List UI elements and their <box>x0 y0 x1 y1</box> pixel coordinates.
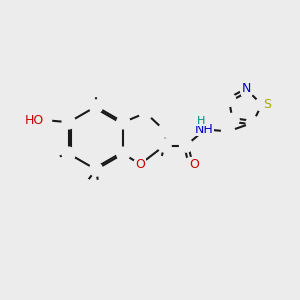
Text: NH: NH <box>195 123 214 136</box>
Circle shape <box>255 98 268 111</box>
Circle shape <box>179 139 193 152</box>
Circle shape <box>134 158 147 171</box>
Text: H: H <box>197 116 205 126</box>
Circle shape <box>226 113 239 127</box>
Text: N: N <box>242 82 251 95</box>
Circle shape <box>246 116 260 129</box>
Circle shape <box>92 180 106 194</box>
Circle shape <box>62 116 75 129</box>
Text: O: O <box>135 158 145 171</box>
Circle shape <box>117 147 130 160</box>
Circle shape <box>158 139 171 152</box>
Circle shape <box>241 84 254 97</box>
Circle shape <box>62 147 75 160</box>
Text: S: S <box>263 98 271 111</box>
Circle shape <box>184 158 197 171</box>
Circle shape <box>139 106 152 119</box>
Circle shape <box>89 83 103 97</box>
Circle shape <box>46 152 60 166</box>
Circle shape <box>117 116 130 129</box>
Circle shape <box>222 93 236 106</box>
Circle shape <box>221 125 235 138</box>
Circle shape <box>78 178 91 192</box>
Text: HO: HO <box>25 114 44 127</box>
Circle shape <box>153 156 167 170</box>
Circle shape <box>89 100 103 113</box>
Circle shape <box>198 123 211 136</box>
Text: O: O <box>189 158 199 171</box>
Circle shape <box>89 163 103 176</box>
Circle shape <box>158 124 171 137</box>
